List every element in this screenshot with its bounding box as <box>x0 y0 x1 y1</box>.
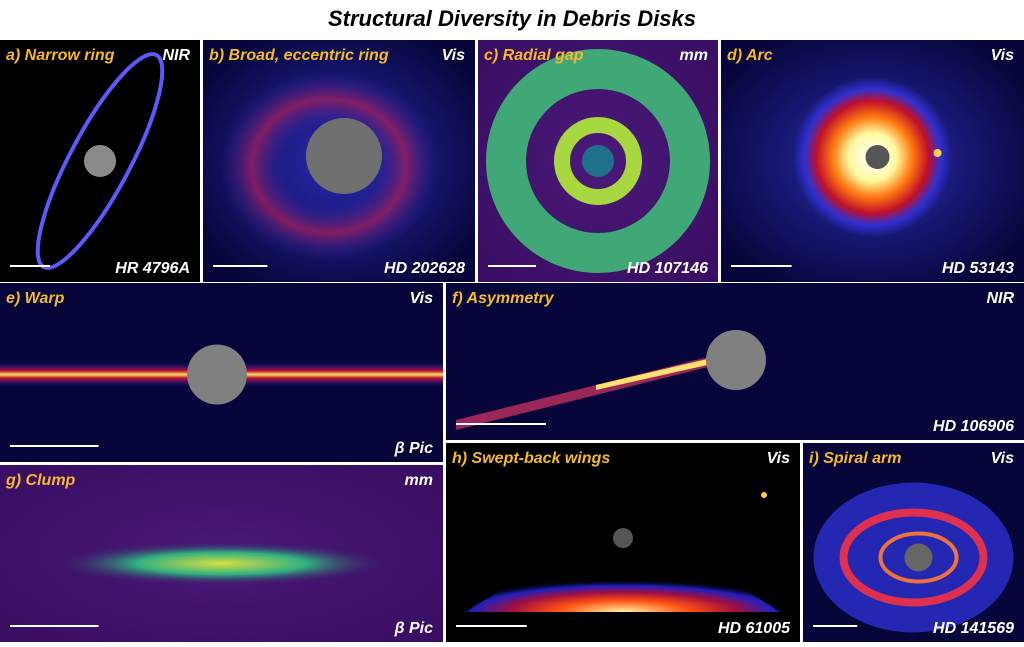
band-label: Vis <box>991 450 1015 467</box>
panel: g) Clump mm β Pic <box>0 465 443 642</box>
object-name: HD 106906 <box>933 418 1014 435</box>
panel-image <box>0 283 443 462</box>
panel-image <box>203 40 475 282</box>
swept-wings <box>466 557 780 612</box>
disk-edge <box>51 541 392 586</box>
band-label: Vis <box>767 450 791 467</box>
band-label: Vis <box>442 47 466 64</box>
coronagraph <box>865 145 890 169</box>
object-name: HD 53143 <box>942 260 1014 277</box>
inner-ring <box>878 531 959 584</box>
band-label: Vis <box>991 47 1015 64</box>
panel-label: a) Narrow ring <box>6 47 115 64</box>
band-label: mm <box>405 472 433 489</box>
panel-label: h) Swept-back wings <box>452 450 610 467</box>
object-name: HD 61005 <box>718 620 791 637</box>
background-star <box>761 492 767 498</box>
object-name: β Pic <box>394 440 433 457</box>
coronagraph <box>613 528 633 548</box>
companion <box>933 149 942 157</box>
panel: c) Radial gap mm HD 107146 <box>478 40 718 282</box>
panel-image <box>478 40 718 282</box>
panel: d) Arc Vis HD 53143 <box>721 40 1024 282</box>
inner-ring <box>554 117 642 205</box>
band-label: NIR <box>986 290 1014 307</box>
panel-label: d) Arc <box>727 47 773 64</box>
coronagraph <box>84 145 116 177</box>
panel-label: g) Clump <box>5 472 76 489</box>
panel-label: i) Spiral arm <box>809 450 901 467</box>
panel-image <box>803 443 1024 642</box>
panel: f) Asymmetry NIR HD 106906 <box>446 283 1024 440</box>
figure-title: Structural Diversity in Debris Disks <box>328 6 696 31</box>
panel-image <box>446 283 1024 440</box>
panel-image <box>0 465 443 642</box>
disk-streak-core <box>596 357 716 390</box>
panel-label: b) Broad, eccentric ring <box>209 47 389 64</box>
coronagraph <box>904 543 933 572</box>
panel-label: f) Asymmetry <box>452 290 555 307</box>
coronagraph <box>306 118 382 194</box>
outer-disk <box>486 49 710 273</box>
object-name: HD 202628 <box>384 260 465 277</box>
object-name: HR 4796A <box>115 260 190 277</box>
panel: b) Broad, eccentric ring Vis HD 202628 <box>203 40 475 282</box>
band-label: NIR <box>162 47 190 64</box>
band-label: mm <box>680 47 708 64</box>
panel-image <box>446 443 800 642</box>
spiral-arm <box>839 508 988 607</box>
panel-label: e) Warp <box>6 290 65 307</box>
panel-image <box>721 40 1024 282</box>
coronagraph <box>187 344 247 405</box>
panel-label: c) Radial gap <box>484 47 584 64</box>
gap-center <box>582 145 614 177</box>
coronagraph <box>706 330 766 390</box>
panel: e) Warp Vis β Pic <box>0 283 443 462</box>
panel: a) Narrow ring NIR HR 4796A <box>0 40 200 282</box>
panel-image <box>0 40 200 282</box>
panel: i) Spiral arm Vis HD 141569 <box>803 443 1024 642</box>
object-name: HD 107146 <box>627 260 708 277</box>
band-label: Vis <box>410 290 434 307</box>
object-name: HD 141569 <box>933 620 1014 637</box>
panel: h) Swept-back wings Vis HD 61005 <box>446 443 800 642</box>
object-name: β Pic <box>394 620 433 637</box>
